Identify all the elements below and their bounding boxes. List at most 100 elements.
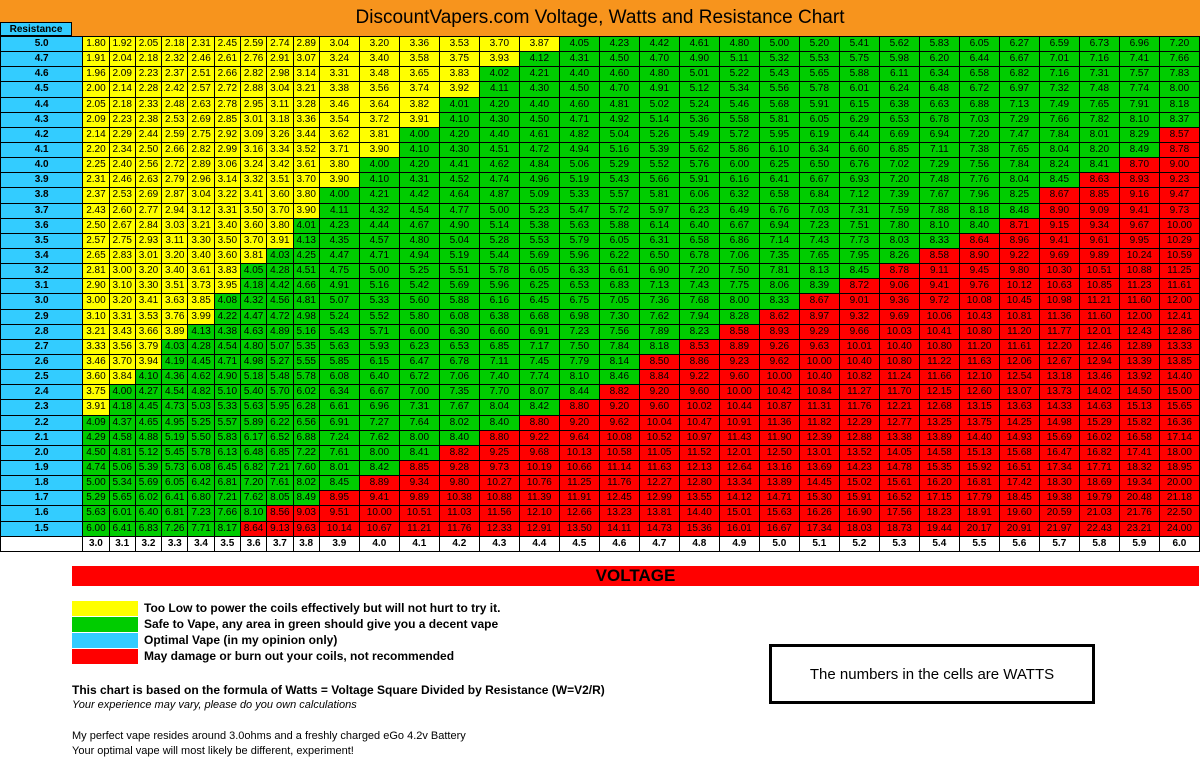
watts-cell: 4.38 [213, 323, 241, 340]
watts-cell: 9.41 [358, 490, 400, 507]
watts-cell: 18.23 [918, 505, 960, 522]
watts-cell: 7.50 [558, 338, 600, 355]
watts-cell: 5.62 [878, 35, 920, 53]
watts-cell: 5.91 [678, 172, 720, 189]
watts-cell: 8.64 [958, 232, 1000, 249]
watts-cell: 6.63 [918, 96, 960, 113]
watts-cell: 12.46 [1078, 338, 1120, 355]
watts-cell: 13.52 [838, 444, 880, 461]
watts-cell: 3.65 [398, 66, 440, 83]
watts-cell: 11.43 [718, 429, 760, 446]
watts-cell: 16.47 [1038, 444, 1080, 461]
watts-cell: 8.18 [638, 338, 680, 355]
watts-cell: 4.31 [558, 51, 600, 68]
watts-cell: 2.44 [134, 126, 163, 143]
watts-cell: 13.34 [718, 475, 760, 492]
watts-cell: 3.40 [358, 51, 400, 68]
watts-cell: 3.06 [213, 157, 241, 174]
watts-cell: 19.60 [998, 505, 1040, 522]
watts-cell: 12.39 [798, 429, 840, 446]
watts-cell: 5.43 [598, 172, 640, 189]
watts-cell: 4.50 [558, 81, 600, 98]
watts-cell: 11.91 [558, 490, 600, 507]
watts-cell: 11.23 [1118, 278, 1160, 295]
watts-cell: 3.31 [213, 202, 241, 219]
watts-cell: 22.43 [1078, 520, 1120, 537]
watts-cell: 4.35 [318, 232, 360, 249]
watts-cell: 11.39 [518, 490, 560, 507]
watts-cell: 3.82 [398, 96, 440, 113]
watts-cell: 2.69 [134, 187, 163, 204]
watts-cell: 10.82 [838, 369, 880, 386]
watts-cell: 4.64 [438, 187, 480, 204]
watts-cell: 9.63 [292, 520, 320, 537]
watts-cell: 2.66 [161, 141, 189, 159]
resistance-value: 4.3 [0, 111, 84, 128]
watts-cell: 4.10 [134, 369, 163, 386]
watts-cell: 15.02 [838, 475, 880, 492]
watts-cell: 3.00 [108, 263, 136, 280]
watts-cell: 8.82 [438, 444, 480, 461]
watts-cell: 2.45 [213, 35, 241, 53]
table-row: 1.9 4.74 5.06 5.39 5.73 6.08 6.45 6.82 7.21 7.60 8… [0, 459, 1200, 477]
watts-cell: 7.84 [1038, 126, 1080, 143]
watts-cell: 4.30 [518, 81, 560, 98]
watts-cell: 6.67 [798, 172, 840, 189]
watts-cell: 11.36 [758, 414, 800, 431]
watts-cell: 7.41 [1118, 51, 1160, 68]
watts-cell: 10.27 [478, 475, 520, 492]
watts-cell: 5.38 [518, 217, 560, 234]
watts-cell: 12.29 [838, 414, 880, 431]
watts-cell: 8.58 [718, 323, 760, 340]
watts-cell: 7.84 [598, 338, 640, 355]
watts-cell: 5.00 [478, 202, 520, 219]
watts-cell: 5.24 [678, 96, 720, 113]
watts-cell: 3.01 [239, 111, 268, 128]
watts-cell: 7.38 [958, 141, 1000, 159]
watts-cell: 8.03 [878, 232, 920, 249]
watts-cell: 5.81 [638, 187, 680, 204]
watts-cell: 3.75 [82, 384, 110, 401]
table-row: 3.5 2.57 2.75 2.93 3.11 3.30 3.50 3.70 3.91 4.13 4… [0, 232, 1200, 249]
watts-cell: 8.00 [1158, 81, 1200, 98]
watts-cell: 9.36 [878, 293, 920, 310]
watts-cell: 3.70 [108, 353, 136, 371]
watts-cell: 8.04 [1038, 141, 1080, 159]
watts-cell: 8.82 [598, 384, 640, 401]
watts-cell: 8.45 [318, 475, 360, 492]
watts-cell: 8.10 [558, 369, 600, 386]
table-row: 4.4 2.05 2.18 2.33 2.48 2.63 2.78 2.95 3.11 3.28 3… [0, 96, 1200, 113]
voltage-value: 5.9 [1118, 535, 1160, 553]
watts-cell: 2.93 [134, 232, 163, 249]
watts-cell: 10.06 [918, 308, 960, 325]
watts-cell: 3.83 [438, 66, 480, 83]
watts-cell: 6.47 [398, 353, 440, 371]
watts-cell: 6.33 [558, 263, 600, 280]
watts-cell: 5.01 [678, 66, 720, 83]
watts-cell: 8.95 [318, 490, 360, 507]
watts-cell: 15.61 [878, 475, 920, 492]
watts-cell: 13.85 [1158, 353, 1200, 371]
watts-cell: 3.10 [108, 278, 136, 295]
watts-cell: 3.99 [187, 308, 215, 325]
watts-cell: 6.40 [134, 505, 163, 522]
watts-cell: 9.23 [1158, 172, 1200, 189]
watts-cell: 7.01 [1038, 51, 1080, 68]
resistance-value: 3.7 [0, 202, 84, 219]
watts-cell: 12.88 [838, 429, 880, 446]
watts-cell: 4.03 [161, 338, 189, 355]
watts-cell: 3.46 [82, 353, 110, 371]
watts-cell: 5.78 [292, 369, 320, 386]
watts-cell: 7.43 [678, 278, 720, 295]
watts-cell: 12.20 [1038, 338, 1080, 355]
watts-cell: 5.63 [558, 217, 600, 234]
watts-cell: 3.70 [292, 172, 320, 189]
watts-cell: 6.29 [838, 111, 880, 128]
watts-cell: 2.09 [108, 66, 136, 83]
watts-cell: 14.33 [1038, 399, 1080, 416]
watts-cell: 13.33 [1158, 338, 1200, 355]
voltage-value: 3.9 [318, 535, 360, 553]
watts-cell: 8.93 [1118, 172, 1160, 189]
watts-cell: 3.56 [108, 338, 136, 355]
watts-cell: 4.30 [478, 111, 520, 128]
